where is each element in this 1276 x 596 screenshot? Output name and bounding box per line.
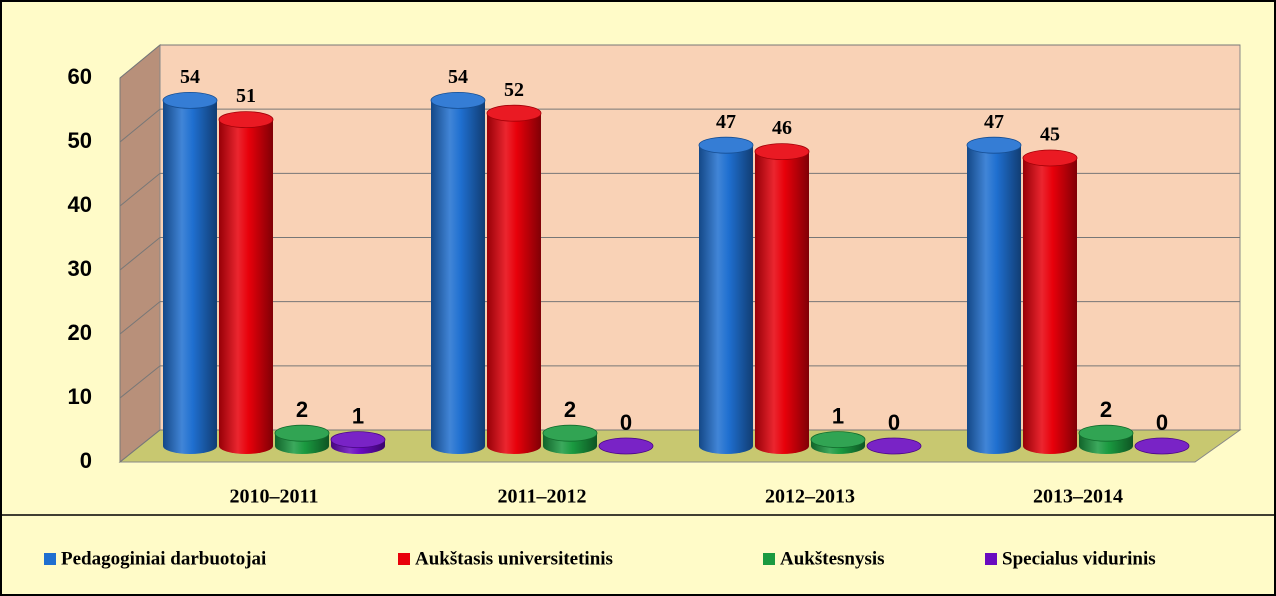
y-tick-label: 20	[68, 320, 92, 345]
bar	[163, 100, 217, 455]
legend-label: Aukštasis universitetinis	[415, 548, 613, 569]
grid-line-side	[119, 44, 161, 79]
x-tick-label: 2013–2014	[1033, 486, 1123, 508]
bar-top	[1022, 149, 1078, 167]
data-label: 47	[984, 111, 1004, 133]
grid-line-side	[119, 237, 161, 271]
bar-top	[966, 136, 1022, 154]
bar	[699, 145, 753, 454]
bar-top	[754, 143, 810, 161]
grid-line-side	[119, 365, 161, 399]
legend-swatch	[763, 553, 775, 565]
legend-label: Aukštesnysis	[780, 548, 885, 569]
bar-top	[330, 431, 386, 449]
bar-top	[218, 111, 274, 128]
bar	[487, 113, 541, 454]
grid-line-side	[119, 108, 161, 143]
data-label: 2	[1100, 397, 1112, 422]
data-label: 0	[1156, 410, 1168, 435]
bar	[431, 100, 485, 455]
data-label: 52	[504, 79, 524, 101]
y-tick-label: 50	[68, 128, 92, 153]
bar	[755, 151, 809, 454]
bar-top	[162, 92, 218, 109]
data-label: 51	[236, 85, 256, 107]
y-tick-label: 30	[68, 256, 92, 281]
y-tick-label: 10	[68, 384, 92, 409]
data-label: 47	[716, 111, 736, 133]
bar-top	[810, 431, 866, 449]
y-tick-label: 60	[68, 64, 92, 89]
bar-top	[1078, 424, 1134, 442]
bar-top	[866, 437, 922, 455]
legend-swatch	[985, 553, 997, 565]
legend-label: Pedagoginiai darbuotojai	[61, 548, 266, 569]
data-label: 0	[888, 410, 900, 435]
y-tick-label: 40	[68, 192, 92, 217]
y-tick-label: 0	[80, 448, 92, 473]
data-label: 1	[832, 403, 844, 428]
bar-top	[698, 136, 754, 154]
data-label: 46	[772, 117, 792, 139]
data-label: 1	[352, 403, 364, 428]
x-tick-label: 2011–2012	[498, 486, 587, 508]
grid-line-side	[119, 172, 161, 207]
x-tick-label: 2010–2011	[230, 486, 319, 508]
x-tick-label: 2012–2013	[765, 486, 855, 508]
data-label: 2	[296, 397, 308, 422]
legend-label: Specialus vidurinis	[1002, 548, 1156, 569]
bar-top	[542, 424, 598, 442]
bar-top	[598, 437, 654, 455]
legend-swatch	[398, 553, 410, 565]
bar-top	[486, 104, 542, 122]
data-label: 45	[1040, 124, 1060, 146]
bar	[219, 119, 273, 454]
bar-top	[274, 424, 330, 442]
data-label: 54	[448, 66, 468, 88]
data-label: 0	[620, 410, 632, 435]
grid-line-side	[119, 301, 161, 335]
bar	[1023, 158, 1077, 454]
bar-top	[430, 92, 486, 109]
data-label: 2	[564, 397, 576, 422]
bar	[967, 145, 1021, 454]
grid-line-side	[119, 429, 161, 463]
bar-top	[1134, 437, 1190, 455]
data-label: 54	[180, 66, 200, 88]
legend-swatch	[44, 553, 56, 565]
